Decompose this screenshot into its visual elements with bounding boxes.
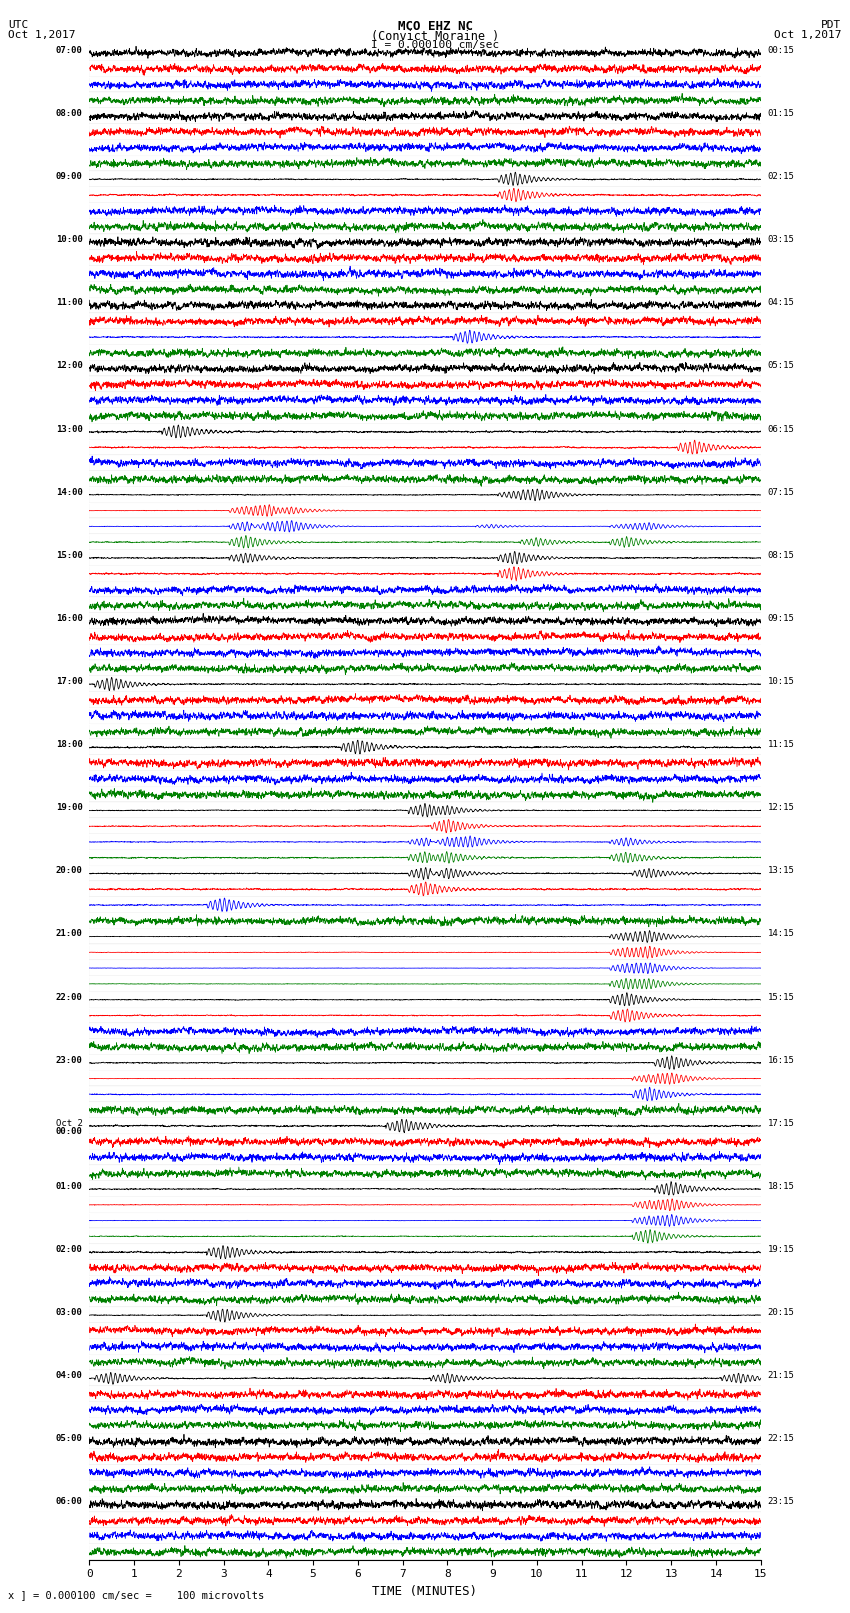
Text: 08:00: 08:00	[55, 110, 82, 118]
Text: 17:00: 17:00	[55, 677, 82, 686]
Text: 01:15: 01:15	[768, 110, 795, 118]
Text: 21:00: 21:00	[55, 929, 82, 939]
Text: PDT: PDT	[821, 19, 842, 31]
Text: 06:00: 06:00	[55, 1497, 82, 1507]
Text: 17:15: 17:15	[768, 1119, 795, 1127]
Text: 09:00: 09:00	[55, 173, 82, 181]
Text: 01:00: 01:00	[55, 1182, 82, 1190]
Text: Oct 1,2017: Oct 1,2017	[774, 31, 842, 40]
Text: 11:15: 11:15	[768, 740, 795, 748]
Text: I = 0.000100 cm/sec: I = 0.000100 cm/sec	[371, 39, 500, 50]
Text: MCO EHZ NC: MCO EHZ NC	[398, 19, 473, 34]
Text: 18:00: 18:00	[55, 740, 82, 748]
Text: 07:15: 07:15	[768, 487, 795, 497]
Text: 08:15: 08:15	[768, 550, 795, 560]
Text: 15:15: 15:15	[768, 992, 795, 1002]
Text: 12:00: 12:00	[55, 361, 82, 371]
Text: 19:00: 19:00	[55, 803, 82, 813]
Text: 18:15: 18:15	[768, 1182, 795, 1190]
Text: 23:00: 23:00	[55, 1055, 82, 1065]
Text: 20:15: 20:15	[768, 1308, 795, 1318]
Text: 02:00: 02:00	[55, 1245, 82, 1253]
Text: 21:15: 21:15	[768, 1371, 795, 1381]
Text: 13:15: 13:15	[768, 866, 795, 876]
Text: 14:00: 14:00	[55, 487, 82, 497]
Text: 04:15: 04:15	[768, 298, 795, 308]
Text: 02:15: 02:15	[768, 173, 795, 181]
Text: Oct 2: Oct 2	[55, 1119, 82, 1127]
Text: 22:15: 22:15	[768, 1434, 795, 1444]
Text: x ] = 0.000100 cm/sec =    100 microvolts: x ] = 0.000100 cm/sec = 100 microvolts	[8, 1590, 264, 1600]
Text: 22:00: 22:00	[55, 992, 82, 1002]
Text: 10:00: 10:00	[55, 235, 82, 244]
Text: (Convict Moraine ): (Convict Moraine )	[371, 31, 500, 44]
Text: 05:00: 05:00	[55, 1434, 82, 1444]
Text: 19:15: 19:15	[768, 1245, 795, 1253]
Text: 03:15: 03:15	[768, 235, 795, 244]
Text: 03:00: 03:00	[55, 1308, 82, 1318]
Text: Oct 1,2017: Oct 1,2017	[8, 31, 76, 40]
Text: 05:15: 05:15	[768, 361, 795, 371]
Text: 15:00: 15:00	[55, 550, 82, 560]
X-axis label: TIME (MINUTES): TIME (MINUTES)	[372, 1586, 478, 1598]
Text: 20:00: 20:00	[55, 866, 82, 876]
Text: 16:00: 16:00	[55, 615, 82, 623]
Text: 04:00: 04:00	[55, 1371, 82, 1381]
Text: 14:15: 14:15	[768, 929, 795, 939]
Text: 09:15: 09:15	[768, 615, 795, 623]
Text: 00:15: 00:15	[768, 45, 795, 55]
Text: 13:00: 13:00	[55, 424, 82, 434]
Text: 10:15: 10:15	[768, 677, 795, 686]
Text: 00:00: 00:00	[55, 1127, 82, 1136]
Text: UTC: UTC	[8, 19, 29, 31]
Text: 07:00: 07:00	[55, 45, 82, 55]
Text: 16:15: 16:15	[768, 1055, 795, 1065]
Text: 06:15: 06:15	[768, 424, 795, 434]
Text: 11:00: 11:00	[55, 298, 82, 308]
Text: 12:15: 12:15	[768, 803, 795, 813]
Text: 23:15: 23:15	[768, 1497, 795, 1507]
